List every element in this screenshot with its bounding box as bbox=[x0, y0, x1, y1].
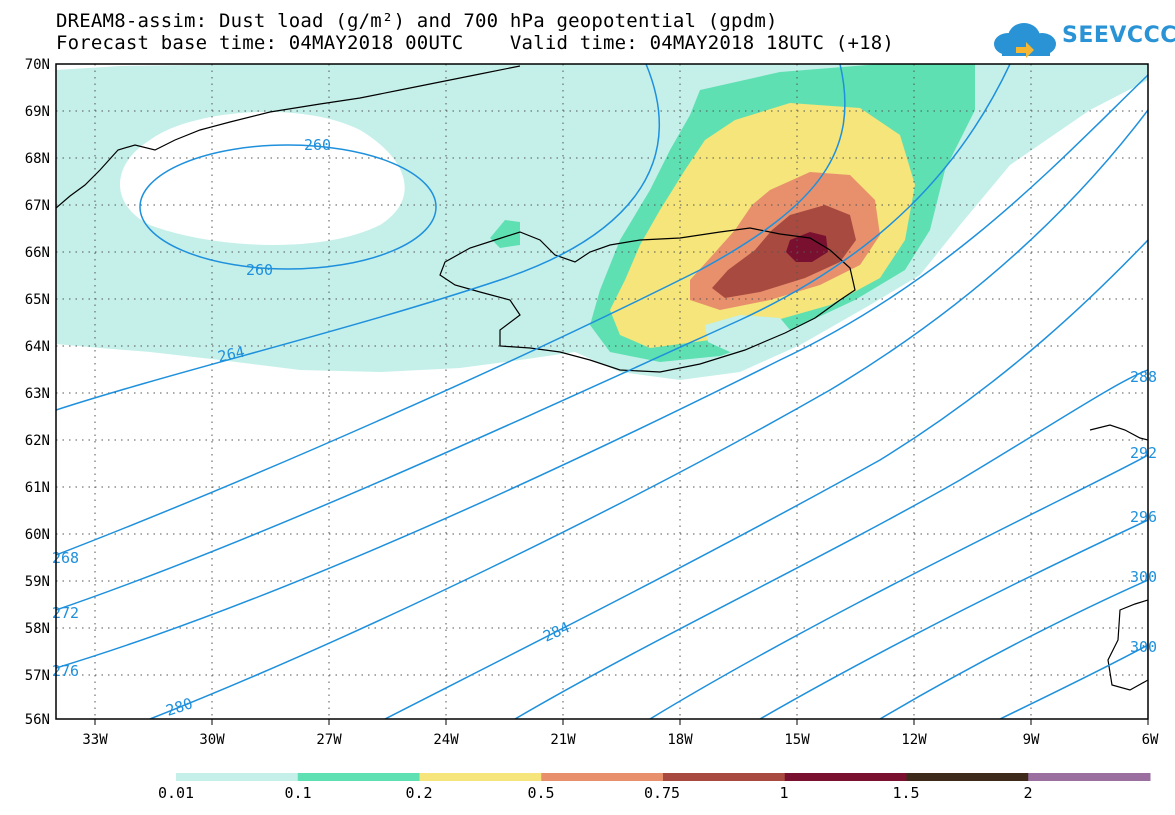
contour-292 bbox=[649, 454, 1148, 719]
colorbar-label: 2 bbox=[1023, 784, 1032, 802]
contour-300a bbox=[879, 579, 1148, 719]
contour-label-284: 284 bbox=[540, 618, 572, 645]
contour-labels: 260 260 264 268 272 276 280 284 288 292 … bbox=[52, 136, 1157, 720]
lat-label: 58N bbox=[25, 621, 50, 637]
colorbar-swatch bbox=[906, 773, 1029, 781]
lat-label: 67N bbox=[25, 198, 50, 214]
colorbar-label: 0.75 bbox=[644, 784, 680, 802]
colorbar-label: 0.2 bbox=[405, 784, 432, 802]
axis-ticks bbox=[94, 719, 1149, 725]
contour-label-268: 268 bbox=[52, 549, 79, 567]
contour-label-272: 272 bbox=[52, 604, 79, 622]
lat-label: 69N bbox=[25, 104, 50, 120]
lat-label: 64N bbox=[25, 339, 50, 355]
lon-label: 21W bbox=[550, 732, 576, 748]
greenland-coast bbox=[56, 65, 521, 209]
colorbar-labels: 0.01 0.1 0.2 0.5 0.75 1 1.5 2 bbox=[158, 784, 1033, 802]
colorbar-swatch bbox=[419, 773, 542, 781]
lat-label: 59N bbox=[25, 574, 50, 590]
contour-label-296: 296 bbox=[1130, 508, 1157, 526]
map-subtitle: Forecast base time: 04MAY2018 00UTC Vali… bbox=[56, 32, 895, 54]
lon-label: 9W bbox=[1023, 732, 1040, 748]
contour-label-288: 288 bbox=[1130, 368, 1157, 386]
contour-label-276: 276 bbox=[52, 662, 79, 680]
contour-268 bbox=[56, 64, 846, 556]
faroe-norway-coast bbox=[1089, 424, 1148, 441]
colorbar-label: 1 bbox=[779, 784, 788, 802]
colorbar-swatch bbox=[297, 773, 420, 781]
colorbar-label: 1.5 bbox=[892, 784, 919, 802]
lon-label: 15W bbox=[784, 732, 810, 748]
contour-label-300b: 300 bbox=[1130, 638, 1157, 656]
iceland-coast bbox=[439, 227, 856, 373]
logo-text: SEEVCCC bbox=[1062, 23, 1175, 48]
contour-280 bbox=[149, 109, 1148, 719]
lat-label: 56N bbox=[25, 712, 50, 728]
contour-label-264: 264 bbox=[216, 343, 246, 366]
geopotential-contours bbox=[56, 64, 1148, 719]
contour-276 bbox=[56, 74, 1148, 669]
longitude-labels: 33W 30W 27W 24W 21W 18W 15W 12W 9W 6W bbox=[82, 732, 1159, 748]
lat-label: 65N bbox=[25, 292, 50, 308]
contour-label-300a: 300 bbox=[1130, 568, 1157, 586]
colorbar-swatch bbox=[176, 773, 299, 781]
contour-260 bbox=[139, 144, 437, 270]
lat-label: 57N bbox=[25, 668, 50, 684]
contour-label-292: 292 bbox=[1130, 444, 1157, 462]
contour-label-260-bottom: 260 bbox=[246, 261, 273, 279]
lon-label: 24W bbox=[433, 732, 459, 748]
contour-288 bbox=[514, 369, 1148, 719]
lat-label: 60N bbox=[25, 527, 50, 543]
contour-296 bbox=[759, 519, 1148, 719]
contour-300b bbox=[999, 644, 1148, 719]
contour-label-260-top: 260 bbox=[304, 136, 331, 154]
lon-label: 33W bbox=[82, 732, 108, 748]
lat-label: 61N bbox=[25, 480, 50, 496]
contour-272 bbox=[56, 64, 1011, 611]
contour-264 bbox=[56, 64, 660, 411]
coastlines bbox=[56, 65, 1148, 691]
colorbar-label: 0.5 bbox=[527, 784, 554, 802]
colorbar-swatch bbox=[1028, 773, 1151, 781]
lat-label: 63N bbox=[25, 386, 50, 402]
colorbar-swatch bbox=[784, 773, 907, 781]
lon-label: 6W bbox=[1142, 732, 1159, 748]
lat-label: 66N bbox=[25, 245, 50, 261]
lat-label: 62N bbox=[25, 433, 50, 449]
contour-284 bbox=[384, 239, 1148, 719]
lon-label: 30W bbox=[199, 732, 225, 748]
colorbar bbox=[176, 773, 1151, 781]
lon-label: 27W bbox=[316, 732, 342, 748]
colorbar-label: 0.1 bbox=[284, 784, 311, 802]
latitude-labels: 70N 69N 68N 67N 66N 65N 64N 63N 62N 61N … bbox=[25, 57, 50, 728]
lat-label: 68N bbox=[25, 151, 50, 167]
map-frame bbox=[55, 63, 1149, 720]
colorbar-swatch bbox=[663, 773, 786, 781]
contour-label-280: 280 bbox=[164, 694, 195, 719]
graticule bbox=[56, 64, 1148, 719]
colorbar-swatch bbox=[541, 773, 664, 781]
cloud-arrow-icon bbox=[994, 23, 1056, 58]
map-title: DREAM8-assim: Dust load (g/m²) and 700 h… bbox=[56, 10, 778, 32]
dust-load-field bbox=[56, 64, 1148, 380]
lon-label: 12W bbox=[901, 732, 927, 748]
colorbar-label: 0.01 bbox=[158, 784, 194, 802]
lon-label: 18W bbox=[667, 732, 693, 748]
lat-label: 70N bbox=[25, 57, 50, 73]
